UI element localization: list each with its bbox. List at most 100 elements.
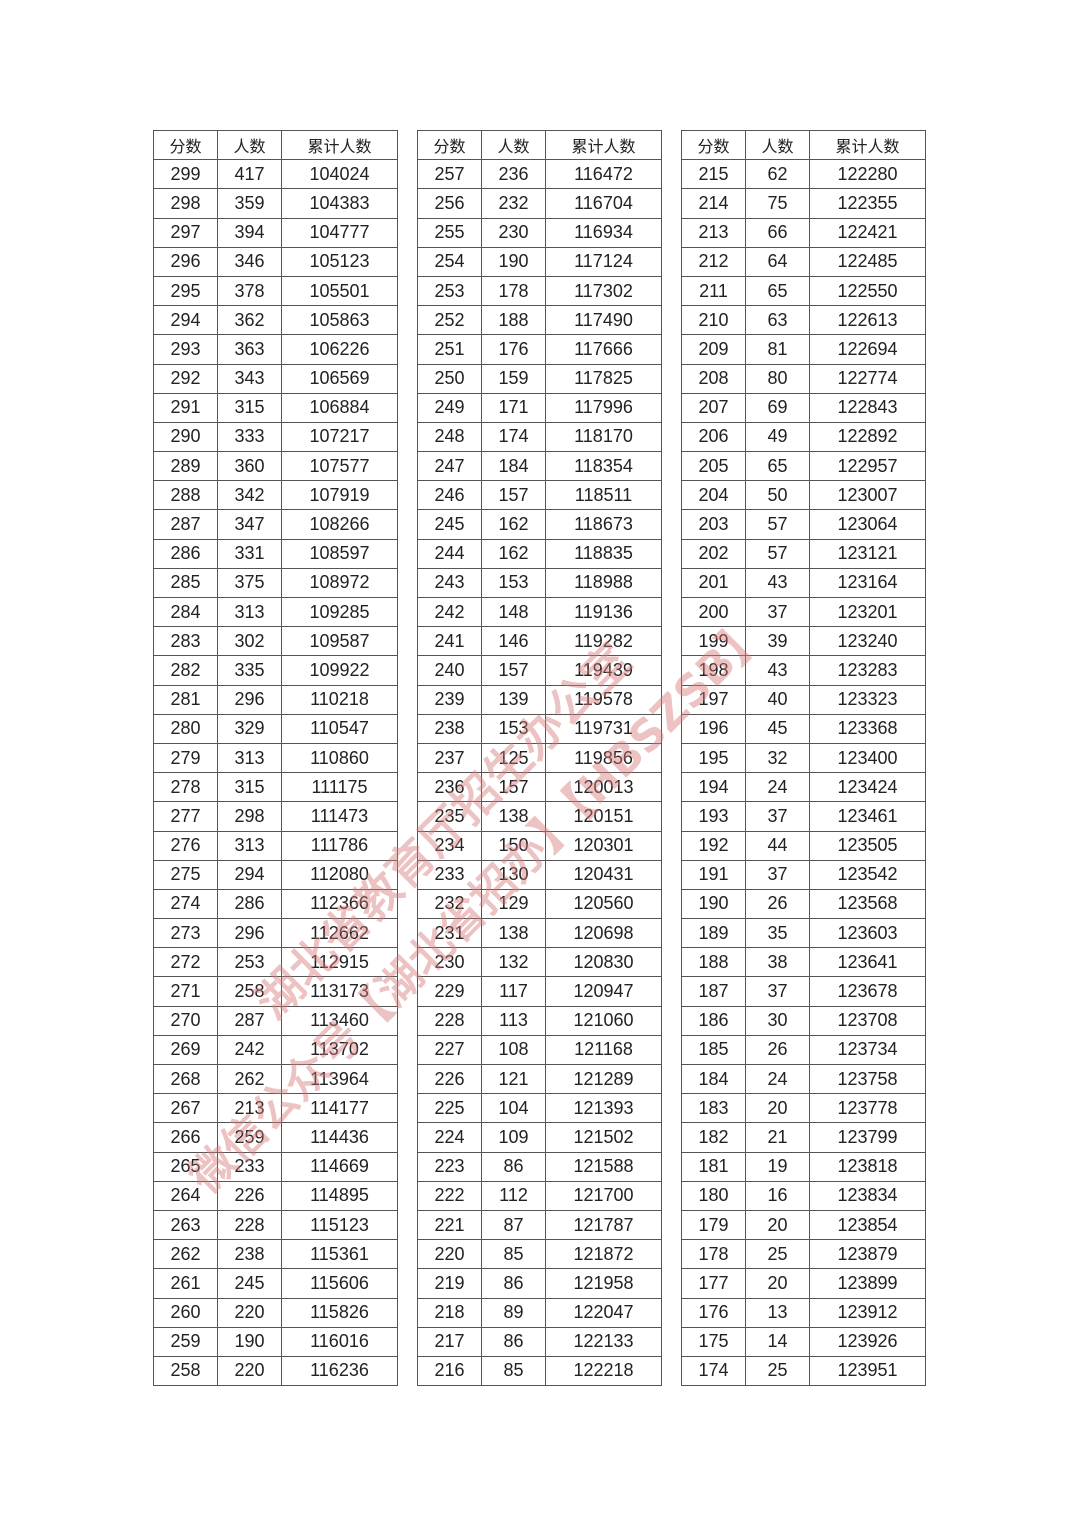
cumulative-cell: 104383 (281, 188, 398, 219)
count-cell: 19 (745, 1151, 810, 1182)
cumulative-cell: 122550 (809, 275, 926, 307)
score-table-2: 分数 人数 累计人数 257 236 116472 256 232 116704 255 230 11… (417, 129, 662, 1387)
column-header: 分数 (153, 129, 218, 161)
cumulative-cell: 121289 (545, 1063, 662, 1095)
cumulative-cell: 114436 (281, 1122, 398, 1153)
count-cell: 157 (481, 480, 546, 511)
header-row: 分数 人数 累计人数 (417, 129, 662, 161)
cumulative-cell: 120560 (545, 888, 662, 920)
table-row: 295 378 105501 (153, 275, 398, 307)
count-cell: 159 (481, 363, 546, 394)
table-row: 198 43 123283 (681, 655, 926, 686)
count-cell: 362 (217, 305, 282, 336)
table-row: 237 125 119856 (417, 742, 662, 774)
cumulative-cell: 117825 (545, 363, 662, 394)
score-cell: 199 (681, 626, 746, 657)
cumulative-cell: 104024 (281, 159, 398, 190)
count-cell: 25 (745, 1355, 810, 1387)
table-row: 274 286 112366 (153, 888, 398, 920)
score-cell: 184 (681, 1063, 746, 1095)
cumulative-cell: 122280 (809, 159, 926, 190)
column-header: 分数 (417, 129, 482, 161)
table-row: 175 14 123926 (681, 1326, 926, 1357)
score-cell: 232 (417, 888, 482, 920)
cumulative-cell: 112915 (281, 947, 398, 978)
count-cell: 35 (745, 918, 810, 949)
table-row: 225 104 121393 (417, 1093, 662, 1124)
count-cell: 113 (481, 1005, 546, 1036)
score-cell: 282 (153, 655, 218, 686)
header-row: 分数 人数 累计人数 (681, 129, 926, 161)
cumulative-cell: 117996 (545, 392, 662, 423)
cumulative-cell: 123926 (809, 1326, 926, 1357)
table-row: 203 57 123064 (681, 509, 926, 540)
cumulative-cell: 120830 (545, 947, 662, 978)
score-cell: 275 (153, 859, 218, 890)
table-row: 208 80 122774 (681, 363, 926, 394)
cumulative-cell: 123240 (809, 626, 926, 657)
score-cell: 274 (153, 888, 218, 920)
score-cell: 295 (153, 275, 218, 307)
table-row: 211 65 122550 (681, 275, 926, 307)
cumulative-cell: 122694 (809, 334, 926, 365)
cumulative-cell: 119136 (545, 596, 662, 628)
count-cell: 50 (745, 480, 810, 511)
table-row: 292 343 106569 (153, 363, 398, 394)
table-row: 243 153 118988 (417, 567, 662, 599)
count-cell: 259 (217, 1122, 282, 1153)
score-cell: 190 (681, 888, 746, 920)
score-cell: 256 (417, 188, 482, 219)
cumulative-cell: 114669 (281, 1151, 398, 1182)
cumulative-cell: 123879 (809, 1239, 926, 1270)
table-row: 273 296 112662 (153, 918, 398, 949)
score-cell: 284 (153, 596, 218, 628)
count-cell: 146 (481, 626, 546, 657)
table-row: 235 138 120151 (417, 801, 662, 832)
cumulative-cell: 108266 (281, 509, 398, 540)
count-cell: 20 (745, 1093, 810, 1124)
cumulative-cell: 115123 (281, 1209, 398, 1241)
table-row: 230 132 120830 (417, 947, 662, 978)
score-cell: 289 (153, 451, 218, 482)
cumulative-cell: 104777 (281, 217, 398, 248)
score-cell: 270 (153, 1005, 218, 1036)
count-cell: 378 (217, 275, 282, 307)
table-row: 268 262 113964 (153, 1063, 398, 1095)
table-row: 245 162 118673 (417, 509, 662, 540)
table-row: 222 112 121700 (417, 1180, 662, 1211)
cumulative-cell: 120301 (545, 830, 662, 861)
cumulative-cell: 123708 (809, 1005, 926, 1036)
cumulative-cell: 110547 (281, 713, 398, 744)
cumulative-cell: 118354 (545, 451, 662, 482)
table-row: 190 26 123568 (681, 888, 926, 920)
table-row: 220 85 121872 (417, 1239, 662, 1270)
score-cell: 187 (681, 976, 746, 1007)
score-cell: 193 (681, 801, 746, 832)
cumulative-cell: 112080 (281, 859, 398, 890)
score-cell: 189 (681, 918, 746, 949)
table-row: 195 32 123400 (681, 742, 926, 774)
table-row: 194 24 123424 (681, 772, 926, 803)
cumulative-cell: 115361 (281, 1239, 398, 1270)
count-cell: 178 (481, 275, 546, 307)
score-cell: 196 (681, 713, 746, 744)
count-cell: 125 (481, 742, 546, 774)
table-row: 254 190 117124 (417, 246, 662, 277)
count-cell: 63 (745, 305, 810, 336)
score-cell: 181 (681, 1151, 746, 1182)
count-cell: 296 (217, 684, 282, 715)
column-header: 分数 (681, 129, 746, 161)
score-cell: 258 (153, 1355, 218, 1387)
cumulative-cell: 123164 (809, 567, 926, 599)
cumulative-cell: 121060 (545, 1005, 662, 1036)
table-row: 270 287 113460 (153, 1005, 398, 1036)
count-cell: 343 (217, 363, 282, 394)
table-row: 285 375 108972 (153, 567, 398, 599)
cumulative-cell: 117666 (545, 334, 662, 365)
table-row: 271 258 113173 (153, 976, 398, 1007)
table-row: 286 331 108597 (153, 538, 398, 569)
table-row: 258 220 116236 (153, 1355, 398, 1387)
score-cell: 227 (417, 1034, 482, 1066)
table-row: 219 86 121958 (417, 1268, 662, 1299)
count-cell: 394 (217, 217, 282, 248)
